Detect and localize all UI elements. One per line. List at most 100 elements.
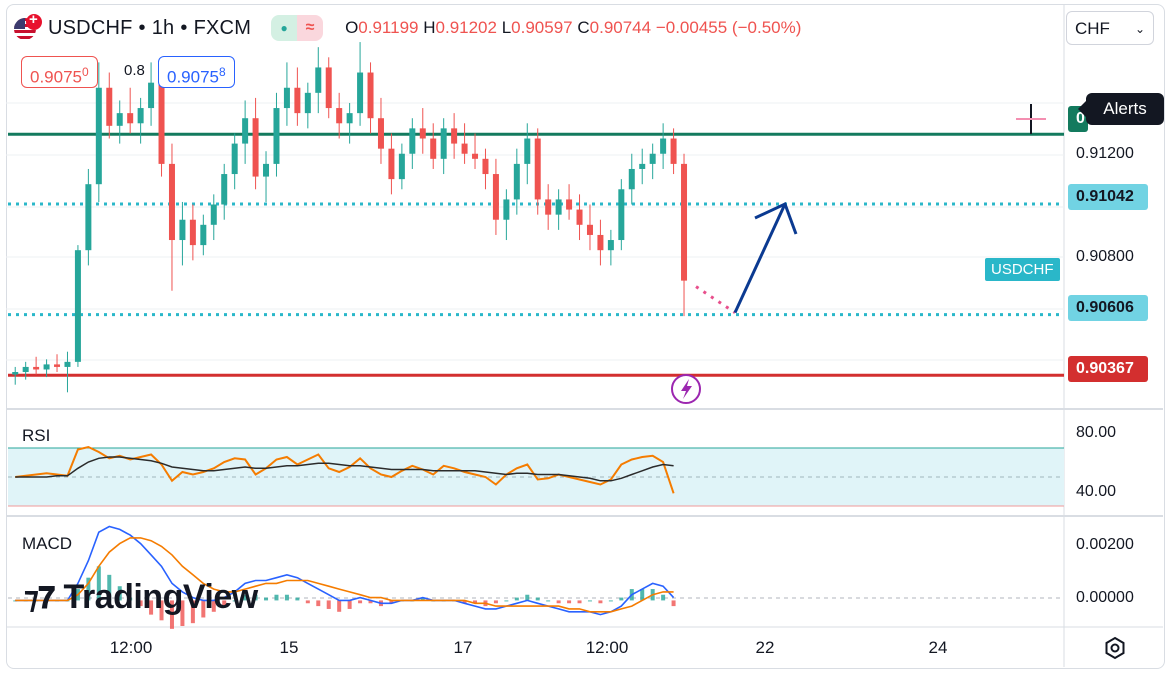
macd-histogram-bar <box>201 600 206 618</box>
candle <box>492 158 499 235</box>
macd-histogram-bar <box>232 600 237 602</box>
level-price-label: 0.91042 <box>1068 184 1148 210</box>
macd-histogram-bar <box>671 600 676 607</box>
macd-histogram-bar <box>567 600 572 604</box>
macd-histogram-bar <box>640 589 645 601</box>
candle-body <box>158 82 165 164</box>
interval-label[interactable]: 1h <box>151 16 175 39</box>
candle-body <box>85 184 92 251</box>
candle-body <box>263 163 270 177</box>
symbol-badge: USDCHF <box>985 258 1060 281</box>
tradingview-watermark: ⁊𝟕 TradingView <box>24 578 258 617</box>
candle <box>451 113 458 159</box>
market-status-pill[interactable]: ● ≈ <box>271 15 324 41</box>
green-dot-icon: ● <box>271 15 298 41</box>
macd-signal-line <box>15 537 674 613</box>
sell-button[interactable]: 0.90750 <box>21 56 98 88</box>
candle <box>127 87 134 134</box>
candle <box>22 361 29 380</box>
open-value: 0.91199 <box>358 18 419 37</box>
candle-body <box>419 128 426 139</box>
candle-body <box>482 158 489 175</box>
candle-body <box>388 148 395 180</box>
macd-line <box>15 525 675 616</box>
candle-body <box>200 224 207 246</box>
candle <box>524 123 531 185</box>
candle-body <box>221 174 228 205</box>
rsi-label[interactable]: RSI <box>22 426 51 445</box>
candle <box>221 163 228 220</box>
candle <box>388 133 395 195</box>
time-tick-label: 15 <box>279 638 299 657</box>
buy-button[interactable]: 0.90758 <box>158 56 235 88</box>
candle-body <box>148 82 155 109</box>
candle-body <box>273 108 280 164</box>
symbol-name[interactable]: USDCHF <box>48 16 133 39</box>
candle-body <box>95 87 102 185</box>
candle <box>116 100 123 144</box>
macd-histogram-bar <box>117 586 122 601</box>
macd-histogram-bar <box>96 566 101 601</box>
candle-body <box>179 219 186 241</box>
candle <box>189 204 196 261</box>
lightning-icon[interactable] <box>671 374 701 404</box>
alerts-button[interactable]: Alerts <box>1078 93 1164 125</box>
macd-histogram-bar <box>473 600 478 604</box>
spread-value: 0.8 <box>124 62 145 79</box>
candle <box>409 118 416 169</box>
currency-select[interactable]: CHF ⌄ <box>1066 11 1154 45</box>
rsi-tick-label: 80.00 <box>1076 424 1117 441</box>
macd-histogram-bar <box>535 597 540 601</box>
candle <box>430 123 437 169</box>
macd-histogram-bar <box>159 600 164 621</box>
level-price-label: 0.90367 <box>1068 356 1148 382</box>
candle <box>586 204 593 251</box>
candle <box>210 194 217 241</box>
candle <box>179 201 186 266</box>
buy-price: 0.9075 <box>167 67 219 87</box>
candle <box>566 184 573 220</box>
currency-select-value: CHF <box>1075 19 1110 38</box>
candle <box>85 168 92 266</box>
candle <box>440 118 447 175</box>
candle-body <box>325 67 332 109</box>
macd-histogram-bar <box>190 600 195 624</box>
candle-body <box>22 366 29 373</box>
candle-body <box>670 138 677 164</box>
macd-histogram-bar <box>525 594 530 601</box>
low-value: 0.90597 <box>511 18 573 37</box>
candle-body <box>430 138 437 159</box>
watermark-text: TradingView <box>63 578 259 616</box>
macd-histogram-bar <box>128 597 133 601</box>
macd-histogram-bar <box>389 600 394 604</box>
change-value: −0.00455 (−0.50%) <box>655 18 802 37</box>
candle-body <box>210 204 217 225</box>
candle <box>618 179 625 251</box>
macd-histogram-bar <box>608 600 613 602</box>
macd-label[interactable]: MACD <box>22 534 73 553</box>
macd-histogram-bar <box>86 577 91 601</box>
high-key: H <box>423 18 436 37</box>
candle-body <box>649 153 656 164</box>
time-tick-label: 17 <box>453 638 473 657</box>
candle <box>555 189 562 230</box>
candle <box>137 97 144 144</box>
macd-histogram-bar <box>347 600 352 609</box>
level-price-label: 0.90606 <box>1068 295 1148 321</box>
candle-body <box>409 128 416 154</box>
candle-body <box>492 174 499 220</box>
candle-body <box>472 153 479 159</box>
ohlc-values: O0.91199 H0.91202 L0.90597 C0.90744 −0.0… <box>345 18 801 38</box>
candle-body <box>33 366 40 370</box>
candle-body <box>43 364 50 370</box>
candle-body <box>503 199 510 220</box>
candle <box>639 148 646 185</box>
candle <box>304 82 311 129</box>
candle <box>54 354 61 373</box>
candle <box>513 148 520 215</box>
gear-icon[interactable] <box>1103 636 1127 660</box>
candle-body <box>618 189 625 241</box>
candle-body <box>576 209 583 225</box>
candle-body <box>513 163 520 200</box>
